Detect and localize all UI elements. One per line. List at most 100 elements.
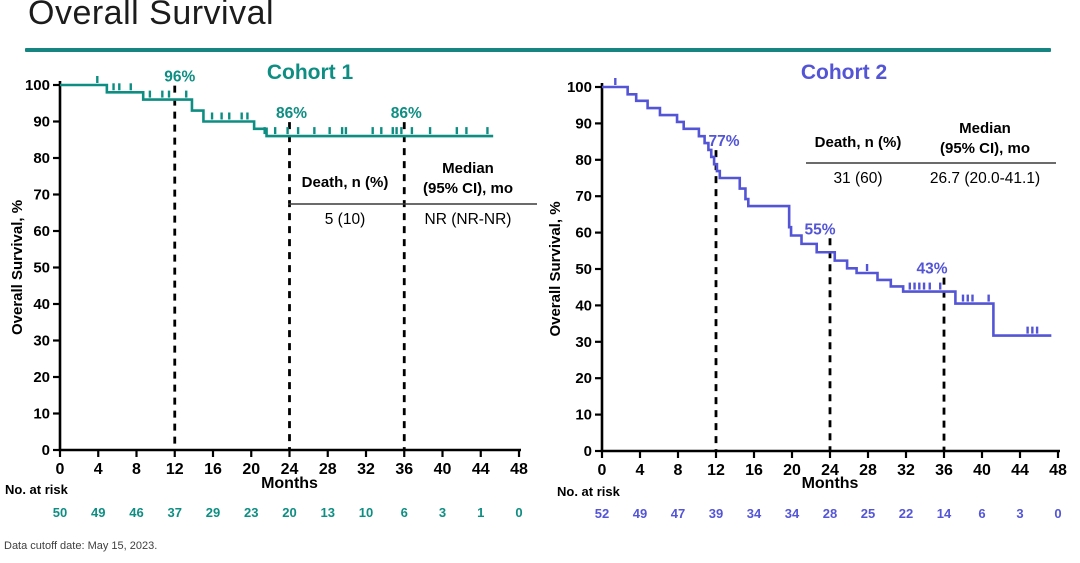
survival-annotation-label: 96% [164, 69, 195, 86]
x-tick-label: 40 [973, 462, 991, 479]
y-tick-label: 60 [33, 223, 50, 240]
risk-count: 39 [709, 506, 723, 521]
x-tick-label: 4 [636, 462, 645, 479]
x-tick-label: 0 [56, 461, 65, 478]
y-tick-label: 100 [25, 77, 50, 94]
x-tick-label: 16 [745, 462, 763, 479]
x-tick-label: 8 [674, 462, 683, 479]
x-tick-label: 32 [357, 461, 375, 478]
risk-count: 34 [785, 506, 800, 521]
x-tick-label: 12 [707, 462, 725, 479]
y-tick-label: 90 [575, 115, 592, 132]
risk-count: 52 [595, 506, 609, 521]
risk-count: 47 [671, 506, 685, 521]
x-tick-label: 16 [204, 461, 222, 478]
risk-count: 25 [861, 506, 875, 521]
table-value-death: 31 (60) [833, 170, 882, 187]
table-header-median-line1: Median [442, 160, 494, 177]
risk-count: 14 [937, 506, 952, 521]
table-header-median-line1: Median [959, 120, 1011, 137]
x-tick-label: 20 [783, 462, 801, 479]
survival-annotation-label: 86% [391, 105, 422, 122]
y-tick-label: 50 [575, 261, 592, 278]
x-tick-label: 32 [897, 462, 915, 479]
risk-count: 49 [91, 505, 105, 520]
x-tick-label: 44 [472, 461, 490, 478]
table-value-median: 26.7 (20.0-41.1) [930, 170, 1040, 187]
data-cutoff-note: Data cutoff date: May 15, 2023. [4, 540, 158, 552]
x-tick-label: 20 [242, 461, 260, 478]
risk-count: 6 [401, 505, 408, 520]
y-tick-label: 40 [575, 297, 592, 314]
x-tick-label: 48 [510, 461, 528, 478]
risk-count: 13 [321, 505, 335, 520]
y-tick-label: 90 [33, 114, 50, 131]
risk-count: 10 [359, 505, 373, 520]
y-tick-label: 10 [33, 406, 50, 423]
x-tick-label: 12 [166, 461, 184, 478]
y-tick-label: 30 [33, 333, 50, 350]
no-at-risk-label: No. at risk [557, 484, 621, 499]
x-tick-label: 28 [859, 462, 877, 479]
y-tick-label: 20 [575, 370, 592, 387]
table-value-median: NR (NR-NR) [425, 211, 512, 228]
y-tick-label: 60 [575, 225, 592, 242]
table-header-death: Death, n (%) [302, 174, 389, 191]
x-tick-label: 36 [395, 461, 413, 478]
table-value-death: 5 (10) [325, 211, 366, 228]
y-tick-label: 10 [575, 407, 592, 424]
chart-panel-2 [595, 78, 1060, 458]
x-tick-label: 40 [434, 461, 452, 478]
risk-count: 49 [633, 506, 647, 521]
cohort-title: Cohort 1 [267, 61, 354, 84]
x-tick-label: 8 [132, 461, 141, 478]
page-title: Overall Survival [28, 0, 275, 32]
risk-count: 28 [823, 506, 837, 521]
risk-count: 22 [899, 506, 913, 521]
x-tick-label: 24 [821, 462, 839, 479]
y-tick-label: 20 [33, 369, 50, 386]
risk-count: 46 [129, 505, 143, 520]
y-tick-label: 0 [42, 442, 50, 459]
risk-count: 1 [477, 505, 484, 520]
risk-count: 29 [206, 505, 220, 520]
x-axis-title: Months [802, 475, 859, 492]
x-tick-label: 36 [935, 462, 953, 479]
x-tick-label: 0 [598, 462, 607, 479]
y-tick-label: 80 [575, 152, 592, 169]
table-header-median-line2: (95% CI), mo [423, 180, 513, 197]
x-tick-label: 44 [1011, 462, 1029, 479]
risk-count: 3 [1016, 506, 1023, 521]
y-tick-label: 50 [33, 260, 50, 277]
risk-count: 0 [1054, 506, 1061, 521]
y-tick-label: 0 [584, 443, 592, 460]
survival-annotation-label: 55% [804, 221, 835, 238]
cohort-title: Cohort 2 [801, 61, 887, 84]
risk-count: 37 [168, 505, 182, 520]
table-header-median-line2: (95% CI), mo [940, 140, 1030, 157]
no-at-risk-label: No. at risk [5, 482, 69, 497]
x-tick-label: 4 [94, 461, 103, 478]
x-tick-label: 28 [319, 461, 337, 478]
survival-annotation-label: 43% [916, 261, 947, 278]
survival-annotation-label: 77% [708, 133, 739, 150]
risk-count: 0 [515, 505, 522, 520]
x-axis-title: Months [261, 475, 318, 492]
risk-count: 20 [282, 505, 296, 520]
survival-annotation-label: 86% [276, 105, 307, 122]
risk-count: 3 [439, 505, 446, 520]
risk-count: 23 [244, 505, 258, 520]
survival-step-curve [602, 85, 1052, 337]
risk-count: 50 [53, 505, 67, 520]
y-axis-title: Overall Survival, % [9, 200, 26, 335]
y-tick-label: 30 [575, 334, 592, 351]
y-tick-label: 100 [567, 79, 592, 96]
chart-panel-1 [53, 76, 537, 457]
table-header-death: Death, n (%) [815, 134, 902, 151]
risk-count: 6 [978, 506, 985, 521]
y-tick-label: 80 [33, 150, 50, 167]
y-tick-label: 70 [33, 187, 50, 204]
risk-count: 34 [747, 506, 762, 521]
x-tick-label: 24 [281, 461, 299, 478]
